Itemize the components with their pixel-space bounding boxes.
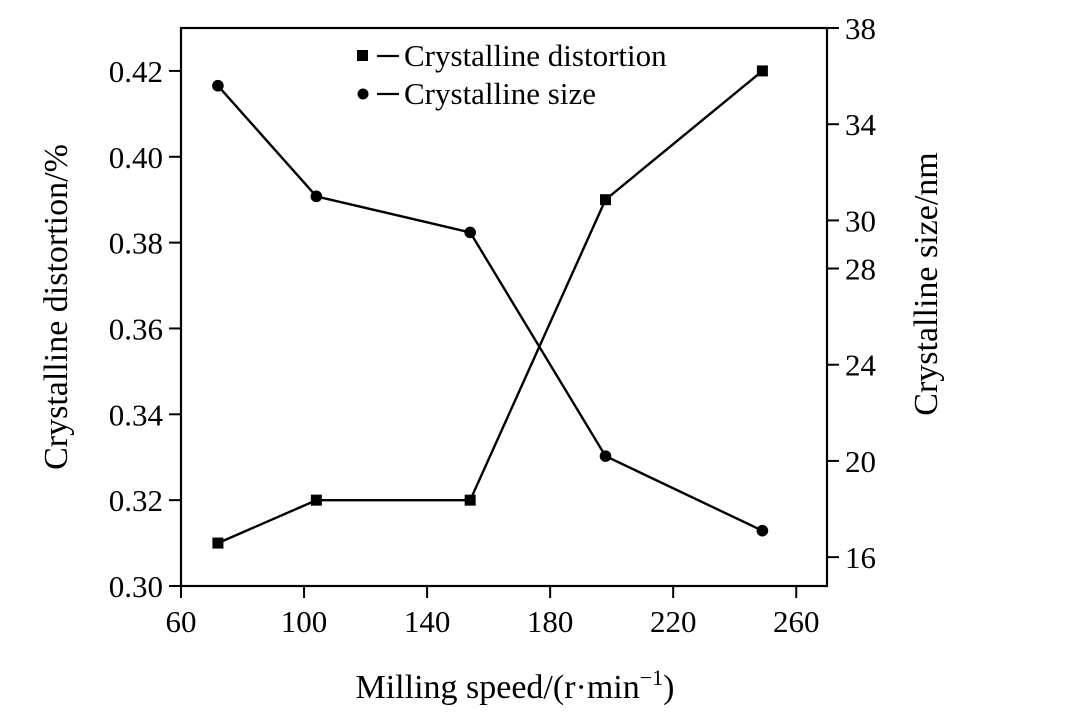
x-axis-title-main: Milling speed/(r·min — [356, 669, 640, 706]
data-point-distortion — [600, 194, 612, 206]
plot-frame — [179, 26, 829, 588]
x-axis-title: Milling speed/(r·min−1) — [356, 665, 675, 706]
series-layer — [212, 65, 769, 549]
x-tick-label: 140 — [404, 604, 451, 639]
y-axis-left-title: Crystalline distortion/% — [38, 144, 75, 470]
y-left-tick-label: 0.38 — [109, 226, 163, 261]
legend-marker-circle — [357, 88, 369, 100]
y-right-tick-label: 20 — [845, 444, 876, 479]
series-line-distortion — [217, 69, 764, 545]
data-point-size — [310, 190, 323, 203]
legend-label-size: Crystalline size — [404, 76, 596, 111]
x-axis-title-exponent: −1 — [640, 665, 663, 690]
y-right-tick-label: 38 — [845, 11, 876, 46]
y-right-tick-label: 16 — [845, 540, 876, 575]
y-left-tick-label: 0.42 — [109, 54, 163, 89]
left-y-axis: 0.30 0.32 0.34 0.36 0.38 0.40 0.42 — [109, 54, 181, 604]
data-point-distortion — [212, 537, 224, 549]
x-axis: 60 100 140 180 220 260 — [166, 586, 820, 639]
y-left-tick-label: 0.36 — [109, 311, 163, 346]
data-point-distortion — [310, 494, 322, 506]
y-left-tick-label: 0.30 — [109, 569, 163, 604]
y-left-tick-label: 0.40 — [109, 140, 163, 175]
y-right-tick-label: 30 — [845, 203, 876, 238]
data-point-size — [599, 450, 612, 462]
x-tick-label: 60 — [166, 604, 197, 639]
y-left-tick-label: 0.32 — [109, 483, 163, 518]
series-line-size — [217, 84, 763, 532]
x-tick-label: 180 — [527, 604, 574, 639]
x-tick-label: 220 — [650, 604, 697, 639]
legend-marker-square — [357, 50, 368, 61]
y-left-tick-label: 0.34 — [109, 397, 164, 432]
legend: Crystalline distortion Crystalline size — [357, 38, 667, 111]
data-point-distortion — [756, 65, 768, 77]
data-point-distortion — [464, 494, 476, 506]
data-point-size — [756, 524, 769, 537]
x-axis-title-close: ) — [663, 669, 674, 706]
y-right-tick-label: 28 — [845, 252, 876, 287]
y-right-tick-label: 24 — [845, 348, 877, 383]
data-point-size — [212, 79, 224, 92]
x-tick-label: 100 — [281, 604, 328, 639]
data-point-size — [464, 226, 476, 239]
x-tick-label: 260 — [773, 604, 820, 639]
right-y-axis: 16 20 24 28 30 34 38 — [827, 11, 877, 575]
y-axis-right-title: Crystalline size/nm — [908, 152, 945, 415]
legend-label-distortion: Crystalline distortion — [404, 38, 667, 73]
y-right-tick-label: 34 — [845, 107, 877, 142]
